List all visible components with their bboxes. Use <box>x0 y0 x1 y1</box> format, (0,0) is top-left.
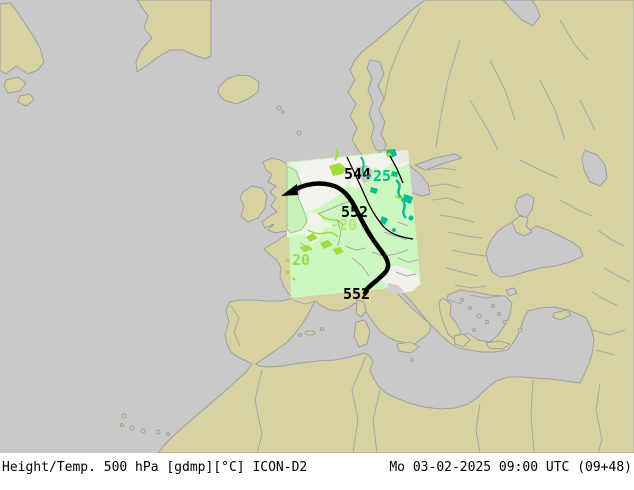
caption-right: Mo 03-02-2025 09:00 UTC (09+48) <box>389 460 632 475</box>
label-minus20-mid: -20 <box>330 216 357 234</box>
label-552-mid: 552 <box>341 203 368 221</box>
teal-patch-4 <box>370 187 378 194</box>
sea-white-sea <box>502 0 541 27</box>
contour-552-thick-line <box>291 181 391 296</box>
contour-544-line <box>346 156 414 240</box>
green-patch-2 <box>306 233 318 242</box>
island-iceland <box>217 74 260 105</box>
island-madeira <box>121 413 127 419</box>
sea-caspian <box>581 149 608 187</box>
teal-patch-5 <box>380 216 388 225</box>
green-squiggle-2 <box>307 229 339 238</box>
contour-552-arrowhead <box>281 184 298 196</box>
island-aegean-2 <box>468 306 472 310</box>
island-sicily <box>396 341 420 354</box>
teal-dot-1 <box>408 215 414 221</box>
sea-azov <box>514 193 535 219</box>
island-ireland <box>239 185 268 223</box>
teal-squiggle-1 <box>360 156 366 176</box>
island-malta <box>410 358 414 362</box>
island-mallorca <box>304 330 316 336</box>
island-aegean-5 <box>491 304 495 308</box>
island-aegean-4 <box>485 320 489 324</box>
landmass-greenland-west <box>0 2 45 75</box>
green-dot-1 <box>286 270 290 274</box>
map-canvas: 544 552 552 -25 -20 -20 <box>0 0 634 453</box>
label-552-south: 552 <box>343 285 370 303</box>
islands-arctic <box>3 76 27 94</box>
island-sardinia <box>353 319 371 348</box>
cloud-north <box>287 151 409 213</box>
island-faroe2 <box>281 110 285 114</box>
green-patch-3 <box>320 240 333 249</box>
contour-labels: 544 552 552 -25 -20 -20 <box>283 165 391 303</box>
country-borders <box>230 7 631 453</box>
island-faroe <box>276 105 282 111</box>
island-aegean-7 <box>503 320 507 324</box>
island-aegean-8 <box>472 328 476 332</box>
island-menorca <box>320 327 324 331</box>
green-squiggle-1 <box>334 148 339 161</box>
island-canary-3 <box>140 428 146 434</box>
green-patch-4 <box>333 247 344 255</box>
island-aegean-6 <box>497 312 501 316</box>
island-shetland <box>296 130 302 136</box>
contour-544-line-east <box>389 155 404 184</box>
teal-dot-3 <box>392 228 396 232</box>
green-dot-2 <box>292 277 296 281</box>
green-patch-5 <box>299 245 313 252</box>
height-contours <box>281 155 414 296</box>
label-minus25: -25 <box>364 167 391 185</box>
caption-left: Height/Temp. 500 hPa [gdmp][°C] ICON-D2 <box>2 460 308 475</box>
island-cyprus <box>552 309 572 321</box>
green-squiggle-4 <box>394 195 403 200</box>
sea-marmara <box>505 287 518 297</box>
teal-patch-2 <box>391 171 398 177</box>
borders-in-domain <box>299 199 419 277</box>
gulf-of-venice-grey <box>387 283 404 295</box>
island-canary-2 <box>129 425 135 431</box>
island-aegean-3 <box>476 313 482 319</box>
island-aegean-1 <box>460 298 464 302</box>
england-in-domain <box>286 165 308 234</box>
peninsula-peloponnese <box>453 333 471 348</box>
green-patch-1 <box>329 163 346 176</box>
island-rhodes <box>517 327 523 333</box>
island-crete <box>485 340 511 350</box>
landmass-greenland-east <box>135 0 212 73</box>
label-minus20-west: -20 <box>283 251 310 269</box>
caption-bar: Height/Temp. 500 hPa [gdmp][°C] ICON-D2 … <box>0 453 634 490</box>
temp-contours-green <box>286 148 403 281</box>
teal-patch-3 <box>403 194 413 204</box>
island-canary-4 <box>155 429 161 435</box>
islands-arctic2 <box>17 93 35 107</box>
island-corsica <box>355 299 367 318</box>
channel-pale <box>287 221 333 237</box>
label-544: 544 <box>344 165 371 183</box>
island-ibiza <box>298 333 302 337</box>
green-squiggle-3 <box>317 212 344 228</box>
island-canary-5 <box>166 432 170 436</box>
temp-contours-teal <box>345 149 414 232</box>
sea-gulf-of-finland <box>414 153 463 171</box>
island-canary-1 <box>120 423 124 427</box>
peninsula-crimea <box>511 215 533 237</box>
